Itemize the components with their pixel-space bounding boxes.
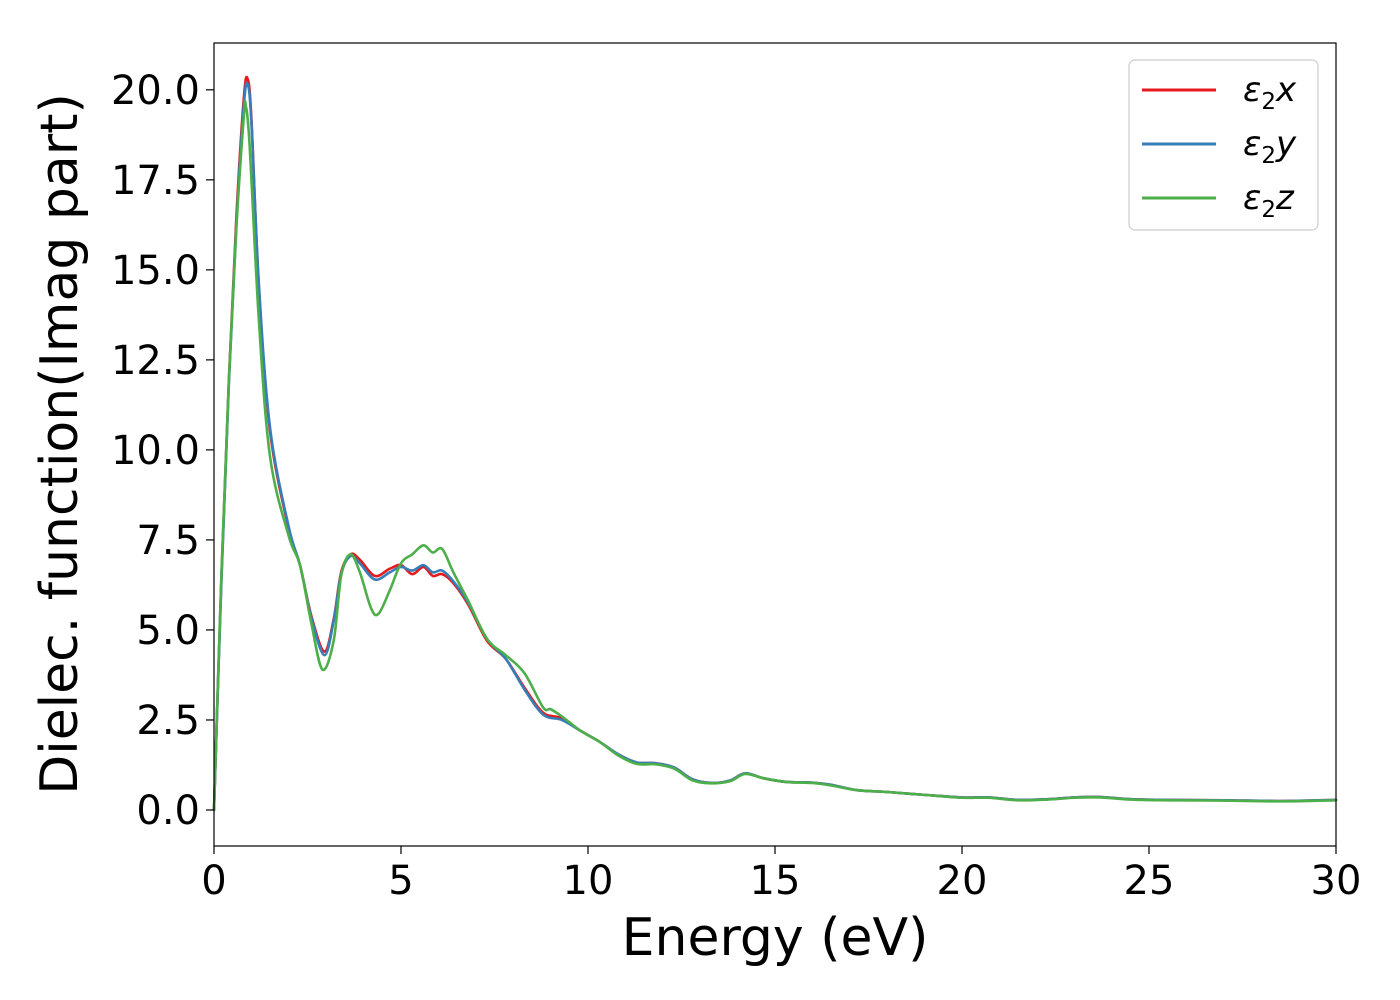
legend: ε2x ε2y ε2z [1128, 59, 1319, 231]
y-tick-label: 5.0 [136, 608, 200, 654]
legend-label-z: ε2z [1243, 178, 1295, 223]
y-tick-label: 15.0 [111, 248, 200, 294]
y-tick-label: 10.0 [111, 428, 200, 474]
y-tick-label: 7.5 [136, 518, 200, 564]
x-tick-label: 15 [750, 858, 801, 904]
x-tick-label: 5 [388, 858, 413, 904]
y-tick-label: 2.5 [136, 698, 200, 744]
x-axis: 0 5 10 15 20 25 30 [201, 846, 1361, 904]
y-tick-label: 12.5 [111, 338, 200, 384]
x-tick-label: 10 [563, 858, 614, 904]
series-line-z [212, 99, 1338, 812]
x-tick-label: 30 [1311, 858, 1362, 904]
plot-lines [212, 75, 1338, 812]
y-axis-title: Dielec. function(Imag part) [30, 93, 90, 795]
legend-label-y: ε2y [1243, 124, 1297, 169]
y-tick-label: 20.0 [111, 68, 200, 114]
x-tick-label: 0 [201, 858, 226, 904]
x-axis-title: Energy (eV) [622, 908, 929, 968]
y-axis: 0.0 2.5 5.0 7.5 10.0 12.5 15.0 17.5 20.0 [111, 68, 214, 834]
y-tick-label: 0.0 [136, 788, 200, 834]
legend-box [1128, 59, 1319, 231]
x-tick-label: 20 [937, 858, 988, 904]
y-tick-label: 17.5 [111, 158, 200, 204]
legend-label-x: ε2x [1243, 70, 1297, 115]
x-tick-label: 25 [1124, 858, 1175, 904]
